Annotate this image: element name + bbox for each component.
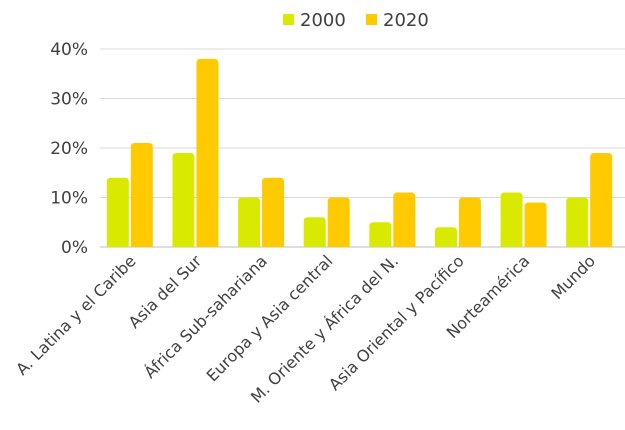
bar-2000-3 xyxy=(303,217,326,247)
x-tick-label: África Sub-sahariana xyxy=(140,251,271,382)
bar-2020-7 xyxy=(590,152,613,247)
bar-2000-7 xyxy=(566,197,589,247)
legend-swatch-2020 xyxy=(366,14,377,25)
legend-label: 2000 xyxy=(300,10,346,31)
x-tick-label: Asia Oriental y Pacífico xyxy=(325,251,468,394)
bar-2020-5 xyxy=(458,197,481,247)
y-axis: 0% 10% 20% 30% 40% xyxy=(50,40,88,258)
bars xyxy=(106,58,613,248)
x-tick-label: Mundo xyxy=(547,251,599,303)
y-tick-label: 10% xyxy=(50,189,88,209)
y-tick-label: 30% xyxy=(50,90,88,110)
bar-2020-2 xyxy=(262,177,285,247)
legend-swatch-2000 xyxy=(283,14,294,25)
bar-2020-3 xyxy=(327,197,350,247)
bar-2000-4 xyxy=(369,222,392,247)
x-tick-label: A. Latina y el Caribe xyxy=(12,251,139,378)
y-tick-label: 0% xyxy=(61,238,88,258)
bar-2000-0 xyxy=(106,177,129,247)
legend: 2000 2020 xyxy=(283,10,429,31)
y-tick-label: 20% xyxy=(50,139,88,159)
legend-label: 2020 xyxy=(383,10,429,31)
bar-2020-1 xyxy=(196,58,219,248)
bar-2000-1 xyxy=(172,152,195,247)
bar-2000-6 xyxy=(500,192,523,247)
x-tick-label: Europa y Asia central xyxy=(203,251,337,385)
bar-2000-2 xyxy=(238,197,261,247)
bar-2000-5 xyxy=(434,227,457,247)
bar-2020-0 xyxy=(130,143,153,247)
bar-2020-6 xyxy=(524,202,547,247)
y-tick-label: 40% xyxy=(50,40,88,60)
bar-2020-4 xyxy=(393,192,416,247)
